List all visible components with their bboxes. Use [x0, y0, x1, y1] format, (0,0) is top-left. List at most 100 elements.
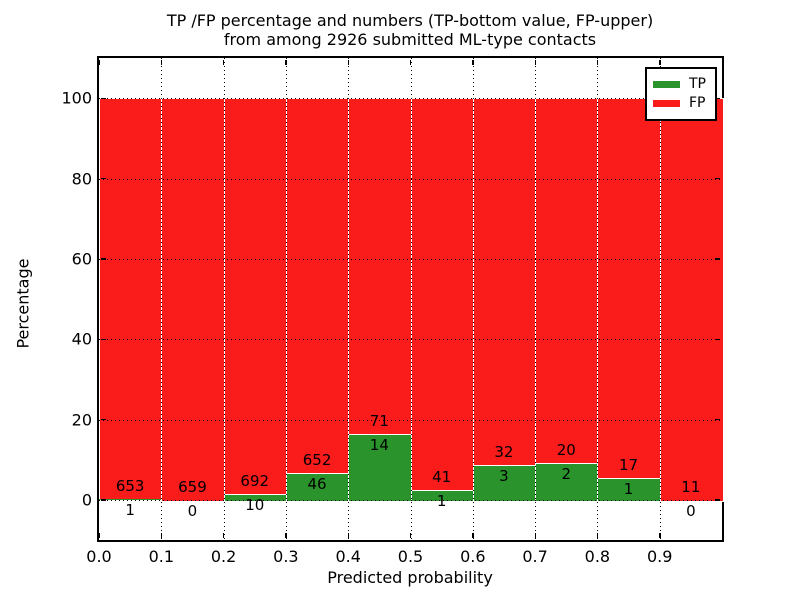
x-tick-label: 0.0	[86, 547, 112, 566]
x-tick-label: 0.9	[646, 547, 673, 566]
tp-count-label: 1	[623, 479, 634, 498]
x-tickmark-top	[410, 60, 412, 65]
bar-segment-fp	[410, 98, 475, 493]
y-axis-label: Percentage	[13, 258, 33, 349]
x-tickmark-bottom	[347, 533, 350, 538]
y-tick-label: 40	[71, 329, 92, 349]
tp-count-label: 10	[245, 496, 265, 515]
y-tickmark-right	[715, 97, 720, 100]
fp-count-label: 692	[240, 472, 270, 491]
fp-count-label: 71	[369, 411, 389, 430]
bar-segment-tp	[99, 499, 162, 500]
x-gridline	[535, 58, 537, 540]
bar-segment-fp	[659, 98, 724, 502]
y-tick-label: 0	[81, 490, 92, 510]
legend-row: FP	[653, 95, 709, 111]
tp-legend-swatch	[653, 80, 680, 88]
x-tickmark-top	[472, 60, 474, 65]
x-axis-label: Predicted probability	[327, 568, 493, 587]
x-tick-label: 0.7	[522, 547, 548, 566]
chart-title: TP /FP percentage and numbers (TP-bottom…	[0, 11, 800, 49]
chart-title-line1: TP /FP percentage and numbers (TP-bottom…	[166, 11, 654, 30]
tp-count-label: 3	[499, 467, 509, 486]
legend-row: TP	[653, 76, 709, 92]
tp-count-label: 46	[307, 475, 327, 494]
x-tick-label: 0.8	[584, 547, 611, 566]
legend: TP FP	[645, 67, 717, 121]
x-tickmark-top	[596, 60, 599, 65]
bar-segment-fp	[535, 98, 600, 466]
x-tickmark-bottom	[596, 533, 599, 538]
fp-count-label: 652	[302, 451, 332, 470]
x-gridline	[161, 58, 163, 540]
x-tickmark-bottom	[223, 533, 225, 538]
tp-count-label: 14	[369, 435, 389, 454]
x-tickmark-top	[223, 60, 225, 65]
y-tickmark-left	[101, 419, 106, 421]
y-tickmark-right	[715, 419, 720, 421]
x-tick-label: 0.2	[210, 547, 237, 566]
x-gridline	[659, 58, 661, 540]
y-tickmark-left	[101, 258, 106, 260]
x-tickmark-bottom	[410, 533, 412, 538]
x-tickmark-top	[347, 60, 350, 65]
bar-segment-tp	[535, 463, 600, 502]
x-tickmark-bottom	[472, 533, 474, 538]
fp-count-label: 17	[619, 455, 639, 474]
fp-count-label: 11	[681, 477, 701, 496]
bar-segment-fp	[161, 98, 226, 502]
x-tick-label: 0.5	[397, 547, 424, 566]
x-gridline	[285, 58, 287, 540]
tp-count-label: 1	[125, 501, 135, 520]
x-tickmark-top	[659, 60, 661, 65]
legend-label: FP	[689, 95, 706, 111]
x-gridline	[410, 58, 412, 540]
y-tick-label: 100	[61, 88, 92, 108]
bar-segment-fp	[223, 98, 288, 497]
legend-label: TP	[689, 76, 706, 92]
y-tickmark-left	[101, 97, 106, 100]
plot-inner: 653 1 659 0 692 10 652 46 71 14 41 1 32 3 20 2 17 1 11 0	[98, 58, 724, 540]
y-tickmark-right	[715, 178, 720, 180]
y-tickmark-right	[715, 338, 720, 341]
fp-count-label: 659	[178, 477, 207, 496]
x-gridline	[597, 58, 599, 540]
tp-count-label: 1	[436, 492, 447, 511]
fp-count-label: 653	[115, 477, 145, 496]
bar-segment-fp	[472, 98, 538, 468]
y-tickmark-right	[715, 258, 720, 260]
chart-title-line2: from among 2926 submitted ML-type contac…	[223, 30, 597, 49]
y-tickmark-left	[101, 338, 106, 341]
x-tickmark-top	[98, 60, 100, 65]
tp-count-label: 0	[187, 501, 198, 520]
y-tickmark-left	[101, 178, 106, 180]
x-tickmark-bottom	[160, 533, 163, 538]
x-gridline	[223, 58, 225, 540]
x-tickmark-bottom	[98, 533, 100, 538]
fp-count-label: 41	[432, 468, 452, 487]
tp-count-label: 0	[686, 501, 696, 520]
x-tick-label: 0.6	[460, 547, 486, 566]
x-tickmark-top	[534, 60, 536, 65]
y-tick-label: 60	[71, 249, 92, 269]
x-tickmark-bottom	[285, 533, 287, 538]
x-tick-label: 0.1	[148, 547, 175, 566]
y-tickmark-left	[101, 499, 106, 501]
bar-segment-fp	[285, 98, 351, 476]
tp-count-label: 2	[561, 465, 572, 484]
y-tick-label: 80	[71, 169, 92, 188]
bar-segment-tp	[348, 433, 413, 502]
x-gridline	[472, 58, 474, 540]
fp-legend-swatch	[653, 99, 680, 107]
y-tick-label: 20	[71, 410, 92, 429]
bar-segment-fp	[597, 98, 662, 480]
bar-segment-fp	[348, 98, 413, 436]
x-tick-label: 0.3	[273, 547, 299, 566]
x-tickmark-top	[160, 60, 163, 65]
fp-count-label: 20	[556, 441, 576, 460]
y-tickmark-right	[715, 499, 720, 501]
x-tickmark-bottom	[659, 533, 661, 538]
plot-area: 653 1 659 0 692 10 652 46 71 14 41 1 32 3 20 2 17 1 11 0	[97, 56, 724, 542]
x-tickmark-top	[285, 60, 287, 65]
